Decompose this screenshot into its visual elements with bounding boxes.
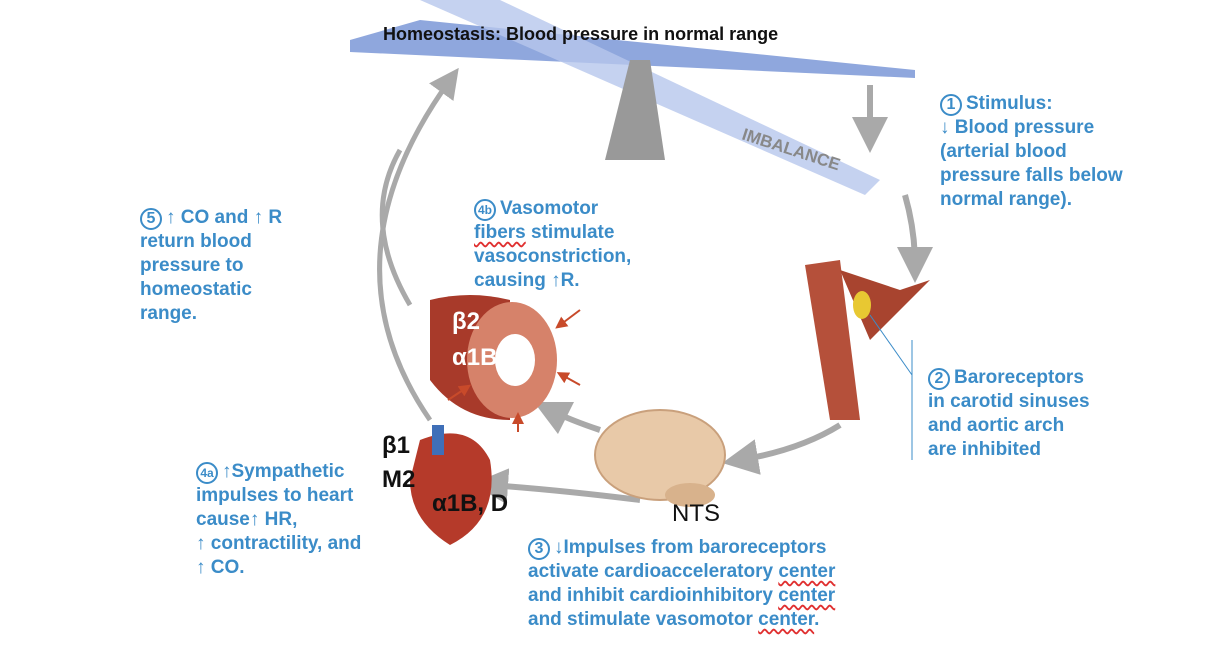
constriction-arrow [447, 384, 471, 401]
arrow-return-outer [377, 67, 459, 422]
step3-line4: and stimulate vasomotor [528, 609, 759, 630]
step4b-line3: vasoconstriction, [474, 246, 632, 267]
step1-body: ↓ Blood pressure (arterial blood pressur… [940, 117, 1123, 210]
brain [594, 409, 726, 507]
step4b-line4: causing ↑R. [474, 270, 580, 291]
nts-label: NTS [672, 500, 720, 527]
step5-body: return blood pressure to homeostatic ran… [140, 231, 252, 324]
receptor-label-alpha1-vessel: α1B, D [452, 344, 529, 371]
carotid-artery [805, 260, 930, 460]
step4b-line1: Vasomotor [500, 198, 599, 219]
step3-line4-word: center [758, 609, 815, 630]
balance-beam [350, 20, 915, 78]
step4b-text: 4b Vasomotor fibers stimulate vasoconstrict… [474, 197, 631, 293]
step3-line3: and inhibit cardioinhibitory [528, 585, 779, 606]
step-number-badge: 4a [196, 462, 218, 484]
cerebrum [594, 409, 726, 501]
receptor-label-alpha1-heart: α1B, D [432, 490, 509, 517]
arrow-return-inner [379, 148, 413, 307]
fulcrum [605, 60, 665, 160]
step3-line3-word: center [778, 585, 836, 606]
step4b-line2-word: fibers [474, 222, 526, 243]
baroreceptor-site [853, 291, 871, 319]
title-bold: Homeostasis: [383, 24, 502, 44]
title-rest: Blood pressure in normal range [501, 24, 779, 44]
step3-line2: activate cardioacceleratory [528, 561, 779, 582]
step4b-line2: stimulate [525, 222, 615, 243]
step3-text: 3 ↓Impulses from baroreceptors activate ca… [528, 536, 835, 632]
blood-vessel [430, 295, 581, 432]
heart-vessel [432, 425, 444, 455]
step2-text: 2 Baroreceptors in carotid sinuses and ao… [928, 366, 1090, 462]
vessel-lumen [495, 334, 535, 386]
seesaw [350, 0, 915, 195]
step-number-badge: 3 [528, 538, 550, 560]
artery-branch [840, 270, 930, 340]
receptor-label-beta2: β2 [452, 308, 480, 335]
heart-body [410, 433, 492, 545]
constriction-arrow [555, 309, 581, 329]
arrow-to-heart [472, 468, 641, 505]
step-number-badge: 5 [140, 208, 162, 230]
leader-line [869, 314, 913, 376]
step3-line1: ↓Impulses from baroreceptors [554, 537, 827, 558]
receptor-label-m2: M2 [382, 466, 416, 493]
step3-line2-word: center [778, 561, 836, 582]
step3-line4-end: . [814, 609, 820, 630]
step4a-body: ↑Sympathetic impulses to heart cause↑ HR… [196, 461, 362, 578]
receptor-label-beta1: β1 [382, 432, 410, 459]
step-number-badge: 1 [940, 94, 962, 116]
step4a-text: 4a ↑Sympathetic impulses to heart cause↑ … [196, 460, 361, 580]
step-number-badge: 2 [928, 368, 950, 390]
cerebellum [665, 483, 715, 507]
artery-trunk [805, 260, 860, 420]
heart [410, 425, 492, 545]
constriction-arrow [556, 372, 581, 386]
step-number-badge: 4b [474, 199, 496, 221]
arrow-to-vessel [533, 401, 601, 435]
step1-heading: Stimulus: [966, 93, 1053, 114]
step5-heading: ↑ CO and ↑ R [166, 207, 283, 228]
step5-text: 5 ↑ CO and ↑ R return blood pressure to h… [140, 206, 282, 326]
arrow-to-baroreceptors [896, 194, 933, 283]
step2-body: Baroreceptors in carotid sinuses and aor… [928, 367, 1090, 460]
arrow-to-brain [722, 422, 842, 475]
step1-text: 1 Stimulus: ↓ Blood pressure (arterial bl… [940, 92, 1123, 212]
homeostasis-title: Homeostasis: Blood pressure in normal ra… [383, 22, 778, 46]
